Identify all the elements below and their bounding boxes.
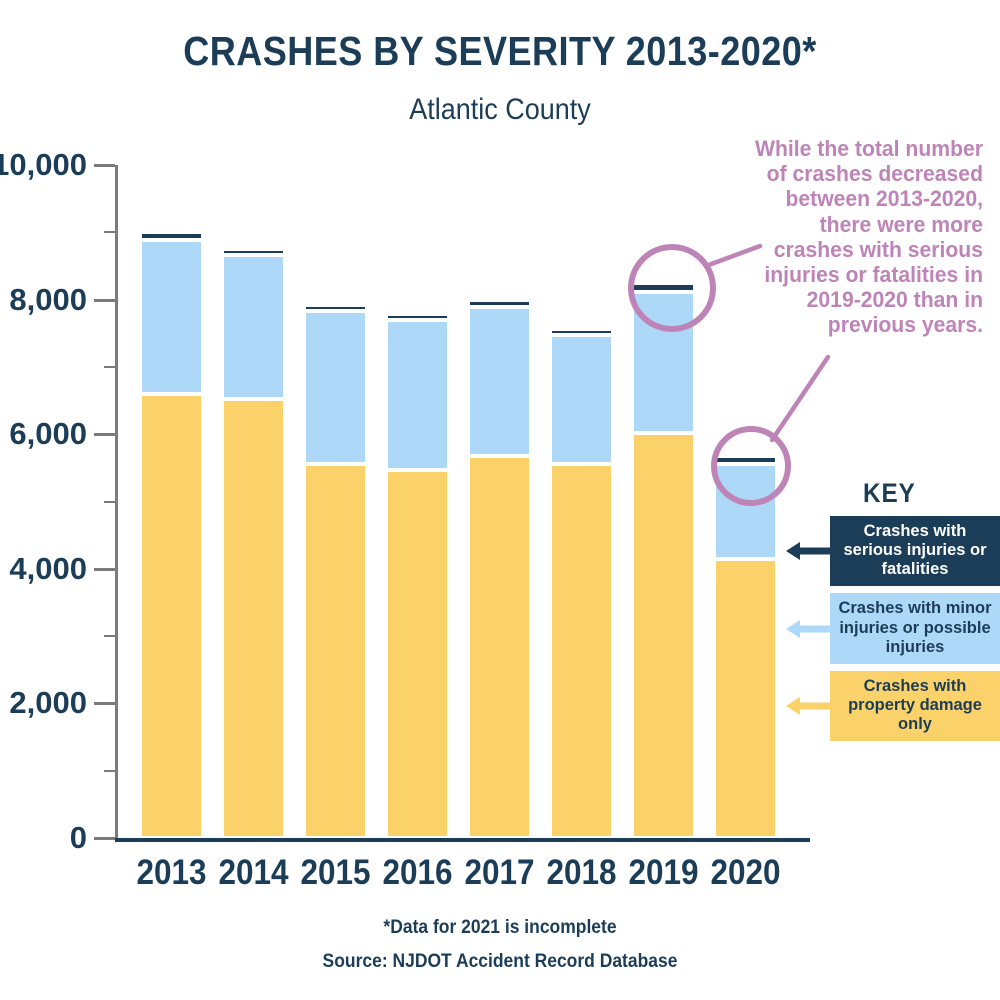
y-tick-label: 6,000 [9, 416, 87, 452]
page-title: CRASHES BY SEVERITY 2013-2020* [183, 28, 817, 74]
y-tick-label: 2,000 [9, 685, 87, 721]
bar-segment-2020-2[interactable] [714, 455, 777, 464]
legend-label-1: Crashes with minor injuries or possible … [830, 593, 1000, 664]
bar-stack-2018[interactable] [550, 165, 613, 838]
x-tick-label-2017: 2017 [464, 853, 535, 892]
bar-stack-2013[interactable] [140, 165, 203, 838]
bar-segment-2013-1[interactable] [140, 239, 203, 394]
bar-stack-2017[interactable] [468, 165, 531, 838]
bar-segment-2017-2[interactable] [468, 299, 531, 307]
y-tick-major [94, 837, 115, 840]
y-tick-label: 0 [69, 820, 87, 855]
x-tick-label-2020: 2020 [710, 853, 781, 892]
legend-item-1: Crashes with minor injuries or possible … [786, 593, 1000, 664]
y-tick-minor [104, 769, 115, 772]
left-arrow-icon [786, 618, 830, 640]
y-tick-minor [104, 635, 115, 638]
chart-plot-area: 0 2,000 4,000 6,000 8,000 10,000 2013 2014 2015… [0, 147, 810, 892]
bar-segment-2014-1[interactable] [222, 255, 285, 399]
bar-segment-2016-0[interactable] [386, 469, 449, 838]
bar-segment-2018-1[interactable] [550, 334, 613, 465]
y-tick-minor [104, 500, 115, 503]
bar-stack-2014[interactable] [222, 165, 285, 838]
y-tick-major [94, 567, 115, 571]
bar-segment-2015-1[interactable] [304, 311, 367, 465]
x-tick-label-2016: 2016 [382, 853, 453, 892]
page-subtitle: Atlantic County [409, 93, 591, 126]
legend-title: KEY [863, 478, 916, 508]
footnote-data-disclaimer: *Data for 2021 is incomplete [383, 917, 617, 938]
chart-legend: KEY Crashes with serious injuries or fat… [786, 478, 1000, 742]
y-axis-line [115, 165, 118, 838]
bar-segment-2016-2[interactable] [386, 313, 449, 320]
bar-stack-2015[interactable] [304, 165, 367, 838]
bar-segment-2017-1[interactable] [468, 307, 531, 457]
bar-segment-2015-0[interactable] [304, 464, 367, 838]
x-tick-label-2018: 2018 [546, 853, 617, 892]
bar-segment-2020-0[interactable] [714, 558, 777, 838]
y-tick-major [94, 298, 115, 302]
legend-label-0: Crashes with serious injuries or fatalit… [830, 516, 1000, 587]
bar-segment-2014-0[interactable] [222, 398, 285, 838]
y-tick-label: 4,000 [9, 550, 87, 586]
left-arrow-icon [786, 540, 830, 562]
x-tick-label-2015: 2015 [300, 853, 371, 892]
legend-item-2: Crashes with property damage only [786, 670, 1000, 742]
bar-segment-2020-1[interactable] [714, 463, 777, 559]
y-tick-major [94, 702, 115, 706]
x-axis-line [115, 838, 810, 842]
y-tick-label: 8,000 [9, 281, 87, 317]
y-tick-major [94, 433, 115, 437]
bar-segment-2013-0[interactable] [140, 393, 203, 838]
bar-segment-2016-1[interactable] [386, 319, 449, 470]
y-tick-minor [104, 231, 115, 234]
x-tick-label-2019: 2019 [628, 853, 699, 892]
legend-item-0: Crashes with serious injuries or fatalit… [786, 516, 1000, 587]
y-tick-major [94, 164, 115, 167]
y-tick-minor [104, 365, 115, 368]
bar-segment-2015-2[interactable] [304, 304, 367, 312]
bar-stack-2016[interactable] [386, 165, 449, 838]
bar-segment-2019-2[interactable] [632, 283, 695, 292]
bar-segment-2017-0[interactable] [468, 456, 531, 838]
bar-segment-2018-0[interactable] [550, 464, 613, 838]
x-tick-label-2013: 2013 [136, 853, 207, 892]
left-arrow-icon [786, 695, 830, 717]
bar-segment-2013-2[interactable] [140, 232, 203, 240]
bar-segment-2019-1[interactable] [632, 291, 695, 433]
y-tick-label: 10,000 [0, 147, 87, 182]
bar-segment-2018-2[interactable] [550, 329, 613, 335]
footnote-source: Source: NJDOT Accident Record Database [322, 951, 678, 972]
bar-segment-2019-0[interactable] [632, 432, 695, 838]
bar-segment-2014-2[interactable] [222, 249, 285, 256]
bar-stack-2019[interactable] [632, 165, 695, 838]
annotation-text: While the total number of crashes decrea… [755, 136, 983, 338]
x-tick-label-2014: 2014 [218, 853, 289, 892]
legend-rows: Crashes with serious injuries or fatalit… [786, 516, 1000, 742]
legend-label-2: Crashes with property damage only [830, 670, 1000, 742]
